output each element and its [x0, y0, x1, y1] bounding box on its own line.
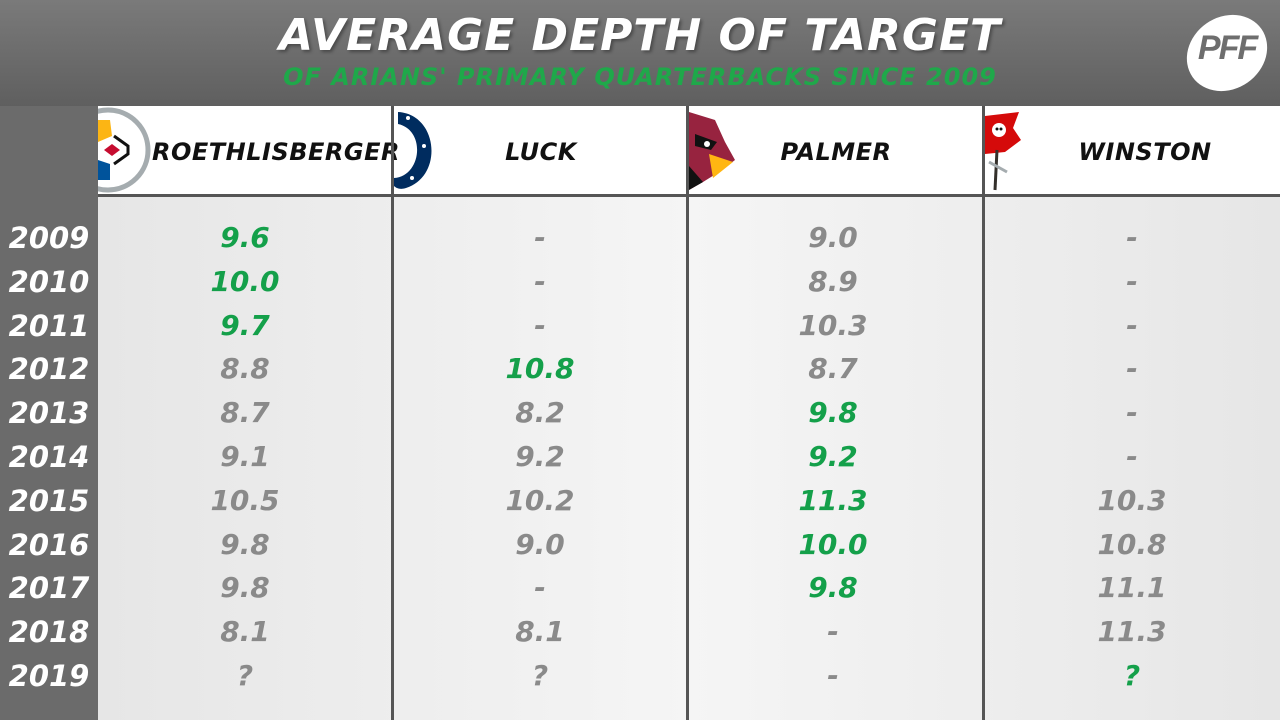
- pff-logo-text: PFF: [1197, 29, 1258, 67]
- table-cell: 11.3: [1097, 615, 1167, 649]
- table-cell: 10.5: [210, 483, 280, 517]
- year-label: 2016: [8, 527, 90, 562]
- table-cell: 9.8: [808, 571, 858, 605]
- column-header-winston: WINSTON: [1078, 138, 1212, 166]
- buccaneers-flag-logo: [985, 112, 1021, 191]
- table-cell: -: [827, 615, 839, 649]
- table-cell: 10.0: [798, 527, 868, 561]
- table-cell: 9.0: [515, 527, 565, 561]
- table-cell: 10.8: [505, 352, 575, 386]
- table-cell: -: [1126, 264, 1138, 298]
- column-header-roethlisberger: ROETHLISBERGER: [152, 138, 400, 166]
- year-label: 2019: [8, 659, 90, 693]
- table-cell: 10.8: [1097, 527, 1167, 561]
- year-label: 2009: [8, 221, 90, 255]
- table-cell: -: [534, 571, 546, 605]
- table-cell: 9.1: [220, 440, 270, 473]
- column-header-palmer: PALMER: [780, 138, 892, 166]
- table-cell: -: [827, 659, 839, 692]
- table-cell: -: [1126, 308, 1138, 342]
- table-cell: -: [534, 308, 546, 342]
- chart-title: AVERAGE DEPTH OF TARGET: [278, 10, 1002, 61]
- table-cell: 11.1: [1097, 571, 1167, 605]
- table-cell: 9.2: [515, 440, 565, 473]
- steelers-logo: [98, 107, 151, 193]
- table-cell: 9.2: [808, 440, 858, 473]
- table-cell: 8.1: [515, 615, 565, 649]
- column-divider: [391, 106, 394, 720]
- table-cell: -: [1126, 440, 1138, 473]
- table-cell: -: [534, 221, 546, 254]
- table-cell: 8.7: [220, 396, 270, 430]
- table-cell: 9.8: [220, 571, 270, 605]
- table-body: [98, 106, 1280, 720]
- table-cell: ?: [236, 659, 254, 692]
- table-cell: -: [1126, 221, 1138, 254]
- table-cell: 11.3: [798, 483, 868, 517]
- year-label: 2011: [8, 308, 90, 343]
- pff-logo: [1186, 14, 1268, 92]
- year-label: 2018: [8, 615, 90, 650]
- table-cell: 10.2: [505, 483, 575, 517]
- table-cell: 8.7: [808, 352, 858, 386]
- year-label: 2017: [8, 571, 90, 606]
- table-cell: 10.0: [210, 264, 280, 298]
- colts-horseshoe-logo: [394, 112, 432, 189]
- column-divider: [686, 106, 689, 720]
- year-label: 2010: [8, 264, 90, 299]
- header-banner: [0, 0, 1280, 106]
- table-cell: 10.3: [1097, 483, 1167, 517]
- column-header-luck: LUCK: [505, 138, 577, 166]
- cardinals-logo: [689, 112, 735, 190]
- table-cell: 9.7: [220, 308, 270, 342]
- table-cell: -: [1126, 352, 1138, 386]
- table-cell: 10.3: [798, 308, 868, 342]
- year-label: 2014: [8, 440, 90, 474]
- table-cell: 9.0: [808, 221, 858, 254]
- year-column: [0, 106, 98, 720]
- table-cell: ?: [531, 659, 549, 692]
- year-label: 2015: [8, 483, 90, 518]
- year-label: 2012: [8, 352, 90, 387]
- table-cell: ?: [1123, 659, 1141, 692]
- table-cell: -: [1126, 396, 1138, 430]
- year-label: 2013: [8, 396, 90, 431]
- table-cell: 8.8: [220, 352, 270, 386]
- table-cell: 8.1: [220, 615, 270, 649]
- column-divider: [982, 106, 985, 720]
- table-cell: 9.8: [220, 527, 270, 561]
- table-cell: -: [534, 264, 546, 298]
- chart-subtitle: OF ARIANS' PRIMARY QUARTERBACKS SINCE 20…: [283, 63, 997, 91]
- table-cell: 8.2: [515, 396, 565, 430]
- table-cell: 9.8: [808, 396, 858, 430]
- header-divider: [98, 194, 1280, 197]
- table-cell: 9.6: [220, 221, 270, 254]
- table-cell: 8.9: [808, 264, 858, 298]
